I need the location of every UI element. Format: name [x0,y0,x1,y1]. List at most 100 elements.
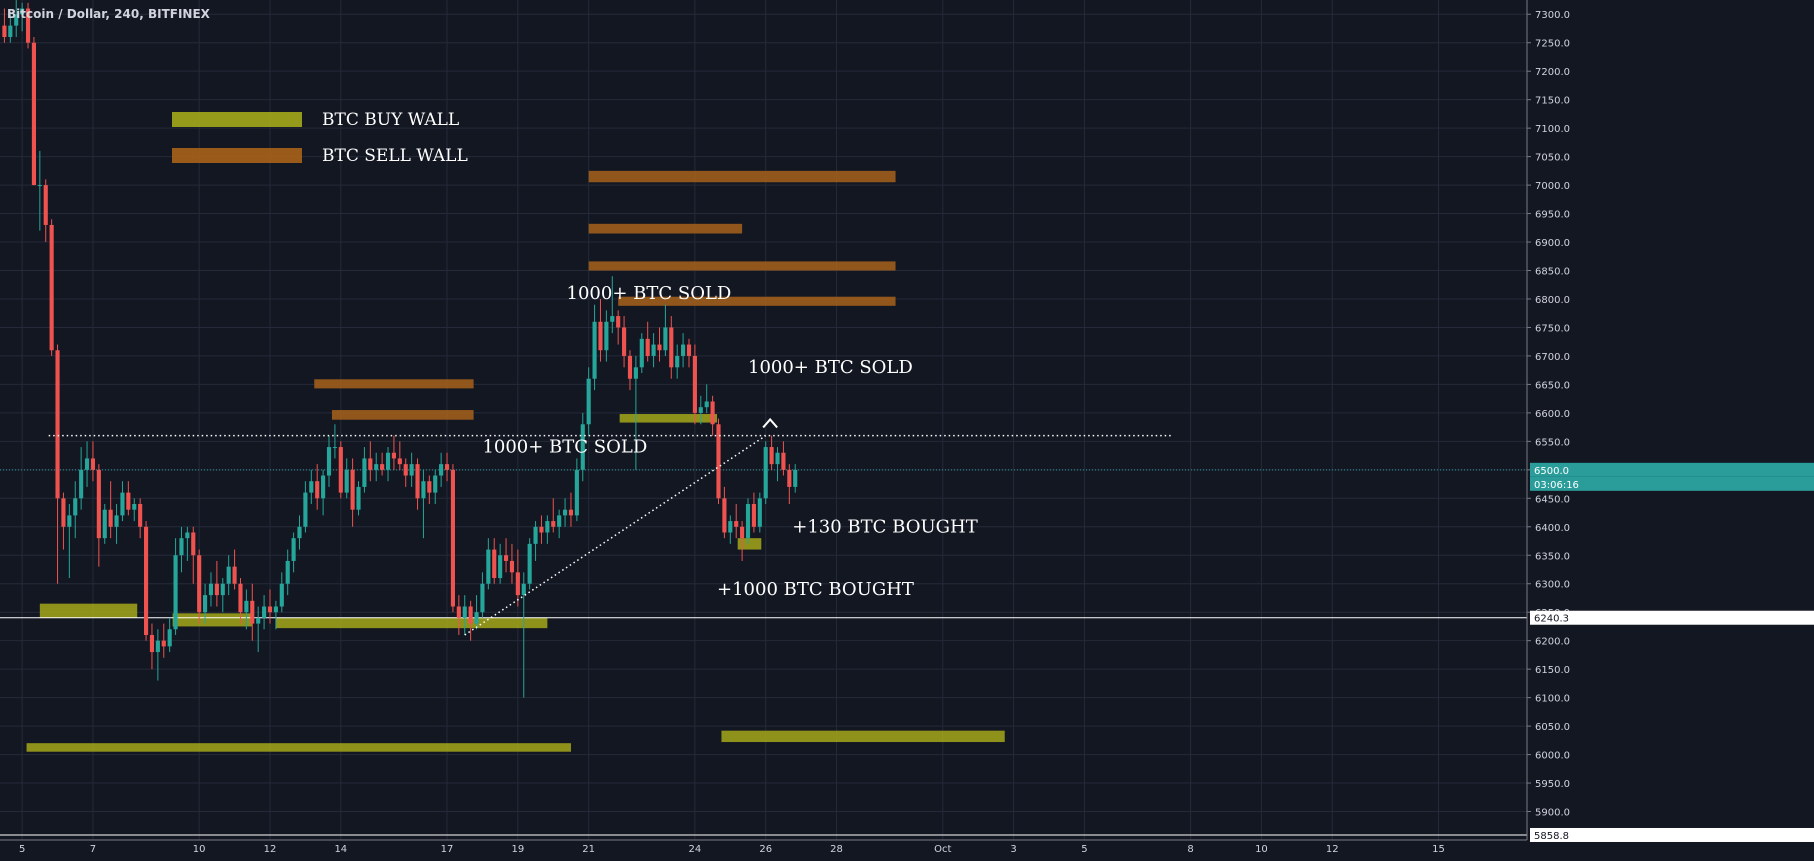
candle-body-up [527,543,532,584]
y-tick-label: 6850.0 [1535,267,1570,278]
candle-body-up [20,8,25,15]
candle-body-up [79,469,84,499]
candle-body-down [686,344,692,356]
candle-body-down [380,464,385,470]
candle-body-up [639,338,644,368]
candle-body-down [539,526,544,533]
price-axis[interactable]: 5900.0 5950.0 6000.0 6050.0 6100.0 6150.0 6200… [1526,0,1814,842]
candle-body-up [409,464,414,476]
y-tick-label: 6650.0 [1535,380,1570,391]
annotation-text: 1000+ BTC SOLD [567,283,732,304]
candle-body-down [126,492,131,510]
price-lines [0,469,1527,836]
y-tick-label: 6300.0 [1535,580,1570,591]
candle-body-up [775,452,780,465]
candle-body-up [521,583,526,596]
y-tick-label: 7300.0 [1535,10,1570,21]
candle-body-down [627,355,633,379]
x-tick-label: 10 [1255,844,1268,855]
drawings [48,417,1173,636]
annotation-text: 1000+ BTC SOLD [748,357,913,378]
current-price-label: 6500.0 [1534,466,1569,477]
candle-body-up [385,452,391,470]
candle-body-down [31,42,36,186]
candle-body-down [49,224,54,351]
candle-body-up [745,504,751,539]
candle-body-down [657,344,662,351]
candle-body-down [645,338,650,356]
candle-body-down [734,521,739,527]
x-tick-label: 10 [193,844,206,855]
x-tick-label: 24 [689,844,702,855]
y-tick-label: 6750.0 [1535,323,1570,334]
candle-body-up [332,447,337,449]
candle-body-down [616,316,621,328]
candle-body-up [285,560,290,584]
y-tick-label: 6800.0 [1535,295,1570,306]
candle-body-down [740,526,745,539]
candle-body-down [751,504,756,527]
y-tick-label: 6400.0 [1535,523,1570,534]
y-tick-label: 7050.0 [1535,153,1570,164]
candle-body-up [728,521,733,533]
y-tick-label: 6050.0 [1535,722,1570,733]
candle-body-down [149,634,155,653]
candle-body-up [562,509,568,516]
legend-sell-swatch [172,148,302,163]
candle-body-up [663,327,668,351]
candle-body-up [498,555,503,579]
candle-body-up [633,367,638,379]
annotation-text: +130 BTC BOUGHT [792,516,977,537]
level-low-label: 5858.8 [1534,831,1569,842]
candle-body-up [704,401,709,408]
y-tick-label: 7000.0 [1535,181,1570,192]
candle-body-down [692,355,697,413]
wall-zones [26,170,1005,752]
y-tick-label: 6150.0 [1535,665,1570,676]
candle-body-down [403,464,408,476]
candle-body-down [25,8,31,43]
candle-body-up [84,458,90,470]
candle-body-down [456,606,461,618]
annotation-text: 1000+ BTC SOLD [482,437,647,458]
time-axis[interactable]: 5 7 10 12 14 17 19 21 24 26 28 Oct 3 5 8 10 12 15 [0,839,1527,855]
candle-body-up [102,509,107,539]
sell-wall-zone [331,410,474,420]
candle-body-down [138,504,143,527]
candle-body-up [132,504,137,510]
x-tick-label: 5 [19,844,25,855]
candle-body-down [391,452,396,459]
x-tick-label: 15 [1432,844,1445,855]
level-low-label-bg [1530,827,1814,842]
candle-body-up [203,595,208,613]
grid-lines [0,0,1527,840]
candle-body-up [592,321,597,379]
candle-body-up [356,486,361,510]
candle-body-up [291,538,296,561]
candle-body-down [238,583,243,613]
candle-body-down [350,469,355,510]
buy-wall-zone [619,414,718,423]
y-tick-label: 6550.0 [1535,437,1570,448]
sell-wall-zone [588,223,743,234]
candle-body-up [651,344,656,356]
x-tick-label: 19 [511,844,524,855]
candle-body-down [503,555,509,561]
y-tick-label: 6600.0 [1535,409,1570,420]
y-tick-label: 6450.0 [1535,494,1570,505]
y-tick-label: 6000.0 [1535,751,1570,762]
candle-body-up [462,606,467,618]
x-tick-label: 8 [1187,844,1193,855]
candle-body-up [309,481,314,493]
candle-body-down [515,572,520,596]
candle-body-up [757,498,762,527]
candle-body-up [545,521,550,533]
candle-body-up [321,475,326,499]
y-tick-label: 7150.0 [1535,96,1570,107]
y-tick-label: 6900.0 [1535,238,1570,249]
current-price-label-bg [1530,462,1814,477]
candle-body-down [468,606,473,624]
